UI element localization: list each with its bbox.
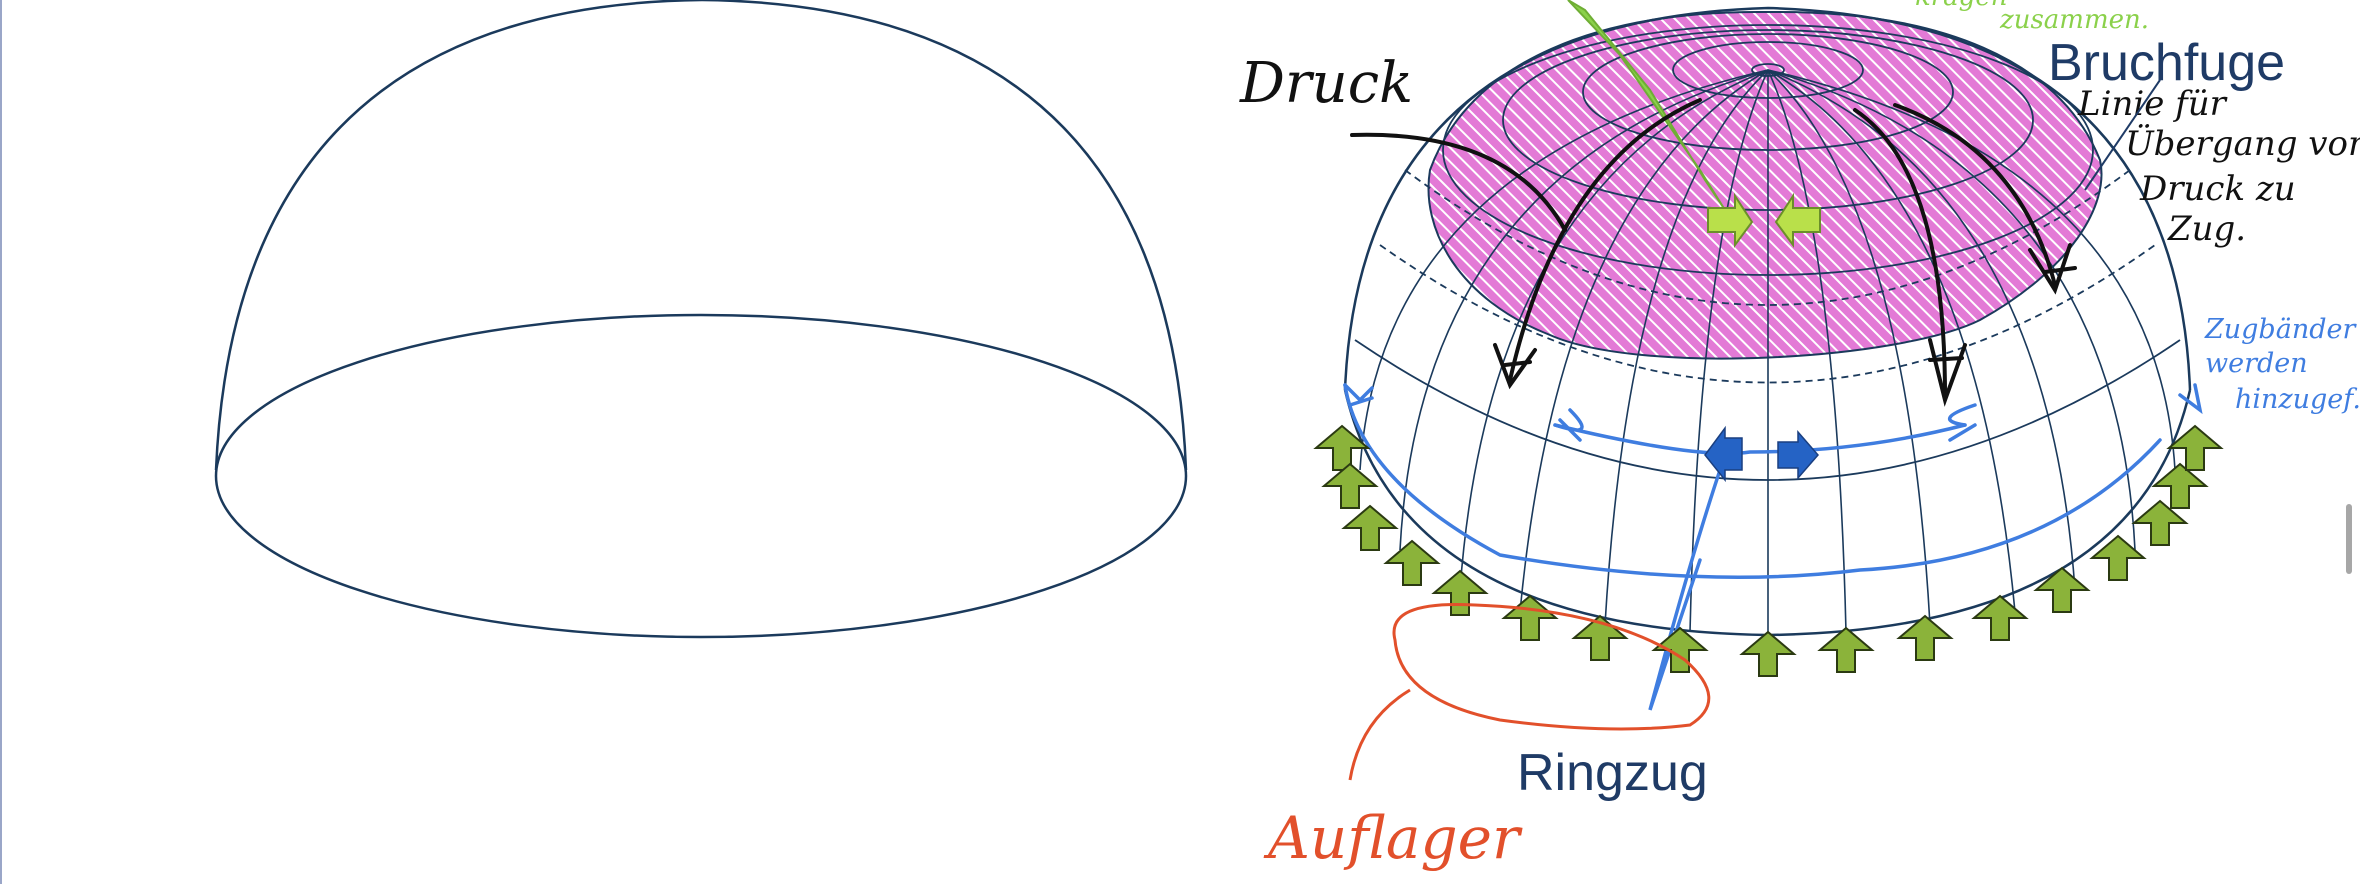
auflager-marker bbox=[1348, 602, 1711, 781]
bruchfuge-label: Bruchfuge bbox=[2048, 34, 2285, 92]
green-note-line-1: kragen bbox=[1915, 0, 2007, 12]
note-line-3: Druck zu bbox=[2139, 169, 2296, 209]
support-arrow bbox=[2151, 462, 2209, 509]
support-arrow bbox=[2166, 424, 2224, 471]
support-arrows bbox=[1313, 424, 2224, 677]
meridians bbox=[1359, 69, 2176, 635]
support-arrow bbox=[2033, 566, 2091, 613]
support-arrow bbox=[1817, 626, 1875, 673]
blue-note-line-2: werden bbox=[2205, 348, 2308, 379]
dome-silhouette bbox=[1343, 6, 2192, 391]
support-arrow bbox=[2089, 534, 2147, 581]
blue-arrow-right bbox=[1777, 429, 1819, 481]
support-arrow bbox=[1739, 630, 1797, 677]
crown-green-strokes bbox=[1567, 0, 1821, 249]
support-arrow bbox=[1431, 569, 1489, 616]
support-arrow bbox=[1651, 626, 1709, 673]
left-border bbox=[0, 0, 2, 884]
green-note-line-2: zusammen. bbox=[1999, 5, 2149, 35]
tension-note: Zugbänder werden hinzugef. bbox=[2204, 314, 2360, 415]
note-line-2: Übergang von bbox=[2125, 123, 2360, 164]
plain-dome-base-ellipse bbox=[214, 313, 1188, 639]
green-arrow-right bbox=[1707, 192, 1754, 249]
support-arrow bbox=[1321, 462, 1379, 509]
plain-dome-arc bbox=[214, 0, 1188, 471]
meridian-dome bbox=[1343, 6, 2192, 637]
bruchfuge-pointer bbox=[2084, 79, 2161, 191]
vertical-scrollbar-thumb[interactable] bbox=[2346, 504, 2352, 574]
auflager-label: Auflager bbox=[1263, 804, 1523, 872]
tension-strokes bbox=[1343, 383, 2203, 711]
support-arrow bbox=[1896, 614, 1954, 661]
note-line-4: Zug. bbox=[2167, 209, 2246, 249]
compression-arrows bbox=[1350, 98, 2077, 407]
bruchfuge-note: Linie für Übergang von Druck zu Zug. bbox=[2077, 84, 2360, 249]
support-arrow bbox=[1971, 594, 2029, 641]
blue-arrows bbox=[1704, 425, 1819, 483]
ringzug-label: Ringzug bbox=[1517, 744, 1708, 802]
plain-dome bbox=[214, 0, 1188, 639]
green-arrow-left bbox=[1774, 192, 1821, 249]
green-note: kragen zusammen. bbox=[1915, 0, 2149, 35]
blue-note-line-3: hinzugef. bbox=[2235, 384, 2360, 415]
dashed-rings bbox=[1379, 169, 2156, 384]
blue-arrow-left bbox=[1704, 425, 1743, 483]
support-arrow bbox=[1341, 504, 1399, 551]
support-arrow bbox=[2131, 499, 2189, 546]
support-arrow bbox=[1383, 539, 1441, 586]
blue-note-line-1: Zugbänder bbox=[2204, 314, 2357, 345]
druck-label: Druck bbox=[1239, 51, 1413, 116]
